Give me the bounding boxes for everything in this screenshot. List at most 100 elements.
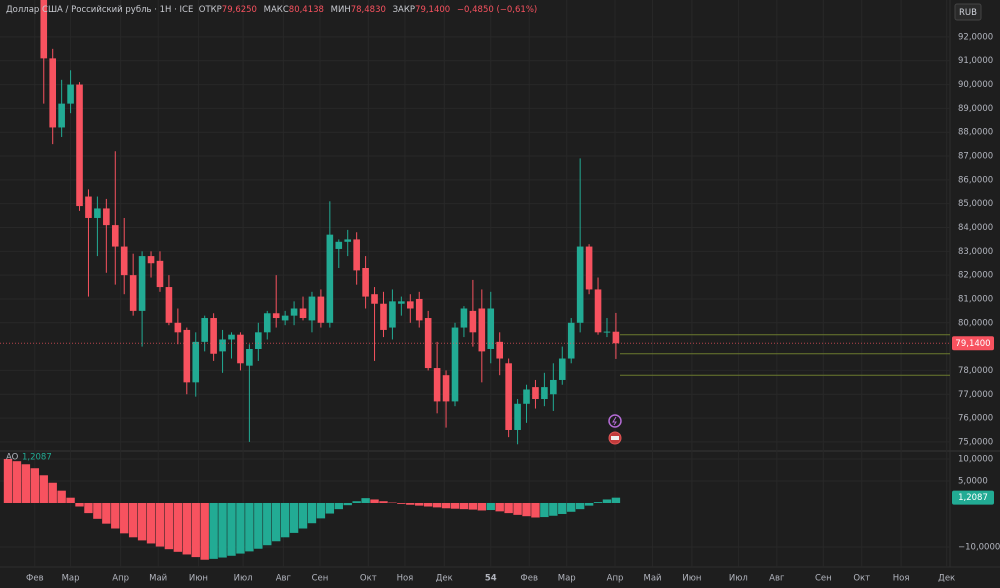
candle-body bbox=[290, 308, 298, 316]
ao-value-box bbox=[952, 490, 994, 505]
ao-bar bbox=[415, 502, 424, 506]
ohlc-value: 79,6250 bbox=[221, 5, 257, 15]
ohlc-value: 78,4830 bbox=[350, 5, 386, 15]
ao-bar bbox=[84, 502, 93, 514]
ao-bar bbox=[30, 468, 40, 503]
ohlc-value: 79,1400 bbox=[415, 5, 451, 15]
ao-bar bbox=[361, 498, 370, 503]
candle-body bbox=[272, 313, 280, 319]
ao-bar bbox=[343, 502, 352, 506]
x-tick-label: Мар bbox=[62, 574, 80, 584]
ao-bar bbox=[271, 502, 281, 542]
x-tick-label: Июн bbox=[189, 574, 208, 584]
ao-bar bbox=[48, 482, 57, 503]
x-tick-label: Дек bbox=[436, 574, 453, 584]
y-tick-label: 88,0000 bbox=[958, 128, 993, 138]
ao-bar bbox=[397, 502, 406, 504]
candle-body bbox=[523, 389, 530, 404]
ao-bar bbox=[191, 502, 200, 558]
y-tick-label: 89,0000 bbox=[958, 104, 993, 114]
ao-bar bbox=[245, 502, 254, 552]
candle-body bbox=[424, 318, 432, 369]
candle-body bbox=[49, 58, 57, 128]
ao-bar bbox=[531, 502, 540, 518]
x-tick-label: Май bbox=[644, 574, 662, 584]
candle-body bbox=[308, 296, 316, 321]
event-icon-lightning[interactable] bbox=[608, 414, 622, 428]
candle-body bbox=[111, 225, 119, 247]
candle-body bbox=[371, 294, 378, 304]
candle-body bbox=[58, 103, 65, 128]
y-tick-label: 82,0000 bbox=[958, 271, 993, 281]
candle-body bbox=[532, 387, 539, 400]
y-tick-label: 87,0000 bbox=[958, 152, 993, 162]
ao-bar bbox=[379, 501, 388, 503]
ohlc-label: МИН bbox=[330, 5, 351, 15]
ao-bar bbox=[146, 502, 156, 544]
candle-body bbox=[344, 239, 352, 242]
ao-bar bbox=[66, 497, 75, 503]
ao-bar bbox=[423, 502, 433, 507]
ao-bar bbox=[236, 502, 245, 554]
last-price-box bbox=[952, 336, 994, 351]
x-tick-label: Июн bbox=[682, 574, 701, 584]
candle-body bbox=[478, 308, 486, 352]
ao-bar bbox=[504, 502, 513, 514]
y-tick-label: 90,0000 bbox=[958, 80, 993, 90]
candle-body bbox=[585, 246, 593, 290]
currency-label[interactable]: RUB bbox=[959, 8, 977, 18]
candle-body bbox=[165, 287, 173, 323]
y-tick-label: 76,0000 bbox=[958, 414, 993, 424]
ao-bar bbox=[280, 502, 290, 538]
candle-body bbox=[567, 322, 575, 359]
x-tick-label: Май bbox=[149, 574, 167, 584]
ao-bar bbox=[254, 502, 263, 549]
x-tick-label: Авг bbox=[276, 574, 292, 584]
event-icon[interactable] bbox=[608, 431, 622, 445]
ohlc-value: 80,4138 bbox=[288, 5, 324, 15]
candle-body bbox=[469, 310, 477, 333]
ao-bar bbox=[450, 502, 460, 509]
candle-body bbox=[67, 84, 74, 104]
ao-bar bbox=[298, 502, 308, 529]
x-tick-label: Апр bbox=[607, 574, 624, 584]
ao-bar bbox=[602, 499, 612, 503]
ao-bar bbox=[102, 502, 111, 524]
ao-bar bbox=[3, 458, 13, 503]
ao-bar bbox=[567, 502, 576, 512]
x-tick-label: Дек bbox=[938, 574, 955, 584]
candle-body bbox=[237, 334, 244, 364]
y-tick-label: −10,0000 bbox=[958, 542, 1000, 552]
candle-body bbox=[94, 208, 101, 218]
ao-bar bbox=[164, 502, 174, 550]
candle-body bbox=[281, 315, 289, 321]
ao-bar bbox=[173, 502, 183, 552]
ao-bar bbox=[39, 475, 48, 503]
y-tick-label: 84,0000 bbox=[958, 223, 993, 233]
ao-bar bbox=[209, 502, 218, 559]
x-tick-label: Сен bbox=[312, 574, 329, 584]
event-icon[interactable] bbox=[608, 414, 622, 428]
candle-body bbox=[451, 327, 459, 402]
ao-bar bbox=[334, 502, 343, 510]
ohlc-label: ОТКР bbox=[198, 5, 222, 15]
y-tick-label: 75,0000 bbox=[958, 437, 993, 447]
ao-bar bbox=[307, 502, 317, 524]
candle-body bbox=[433, 368, 441, 402]
ao-bar bbox=[352, 501, 361, 503]
header: Доллар США / Российский рубль · 1Н · ICE… bbox=[6, 5, 541, 15]
ao-bar bbox=[128, 502, 138, 538]
x-tick-label: Ноя bbox=[893, 574, 910, 584]
currency-button[interactable] bbox=[954, 3, 982, 21]
candle-body bbox=[183, 329, 191, 383]
y-tick-label: 92,0000 bbox=[958, 32, 993, 42]
candle-body bbox=[487, 308, 495, 349]
ao-bar bbox=[137, 502, 147, 541]
y-tick-label: 5,0000 bbox=[958, 476, 988, 486]
candle-body bbox=[415, 298, 423, 321]
ao-bar bbox=[593, 502, 603, 503]
candle-body bbox=[210, 318, 217, 354]
x-tick-label: Фев bbox=[520, 574, 538, 584]
ao-bar bbox=[227, 502, 236, 556]
